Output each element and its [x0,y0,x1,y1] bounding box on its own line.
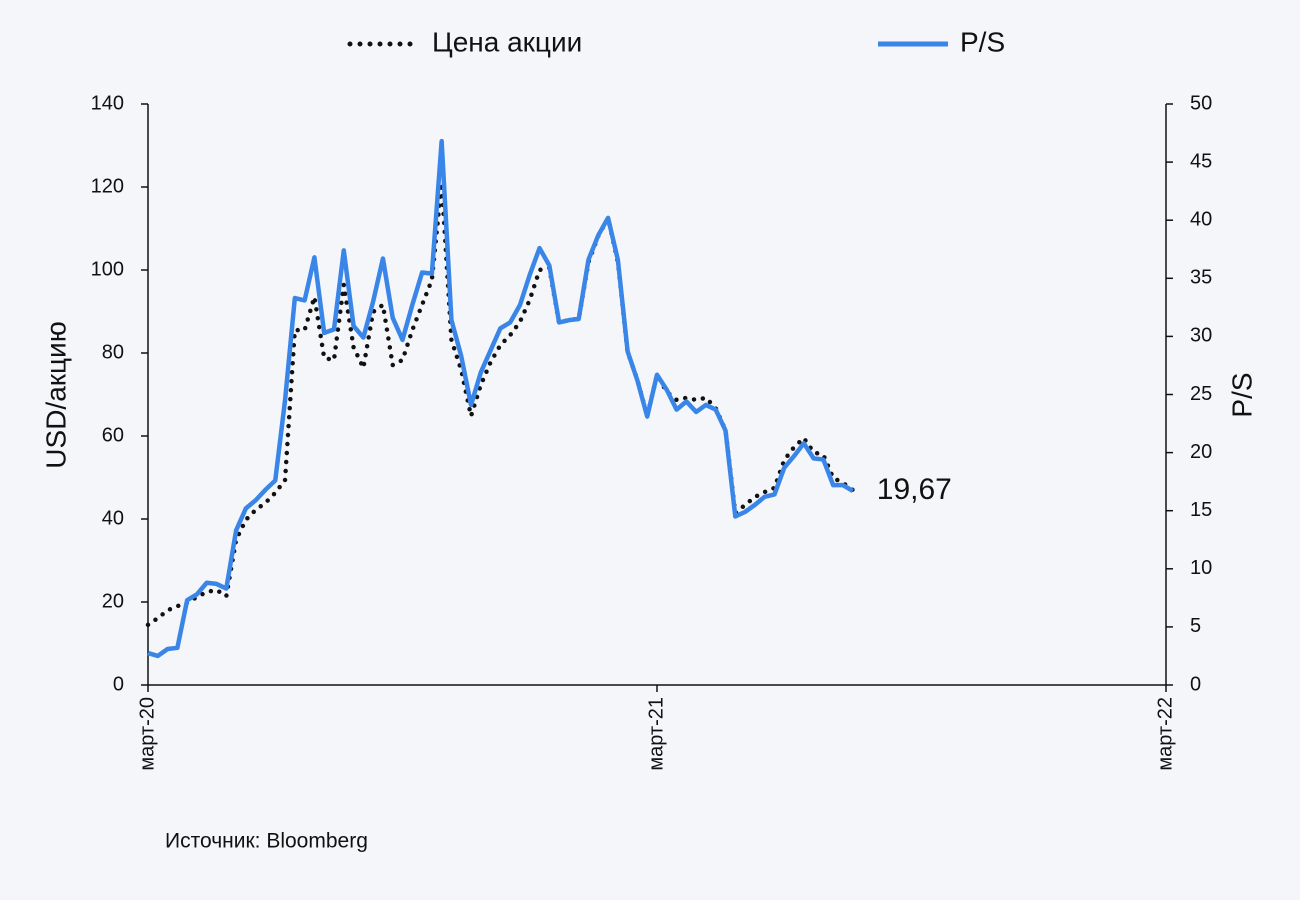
legend-label: P/S [960,26,1005,57]
y-tick-label: 140 [91,92,124,114]
y2-tick-label: 30 [1190,325,1212,347]
y2-tick-label: 45 [1190,150,1212,172]
y-tick-label: 20 [102,590,124,612]
source-note: Источник: Bloomberg [165,830,368,853]
y2-tick-label: 50 [1190,92,1212,114]
y-tick-label: 40 [102,507,124,529]
y-axis-title: USD/акцию [40,321,71,468]
y2-tick-label: 25 [1190,383,1212,405]
x-tick-label: март-21 [645,697,667,771]
y2-axis-title: P/S [1226,372,1257,417]
y2-tick-label: 35 [1190,267,1212,289]
y-tick-label: 80 [102,341,124,363]
y2-tick-label: 10 [1190,557,1212,579]
legend-label: Цена акции [432,26,582,57]
y2-tick-label: 5 [1190,615,1201,637]
y-tick-label: 60 [102,424,124,446]
x-tick-label: март-20 [136,697,158,771]
series-line [147,138,854,659]
y2-tick-label: 20 [1190,441,1212,463]
y-tick-label: 120 [91,175,124,197]
y2-tick-label: 0 [1190,673,1201,695]
x-tick-label: март-22 [1154,697,1176,771]
y2-tick-label: 40 [1190,208,1212,230]
annotation: 19,67 [877,473,952,506]
y2-tick-label: 15 [1190,499,1212,521]
y-tick-label: 100 [91,258,124,280]
y-tick-label: 0 [113,673,124,695]
series-line [145,180,856,628]
